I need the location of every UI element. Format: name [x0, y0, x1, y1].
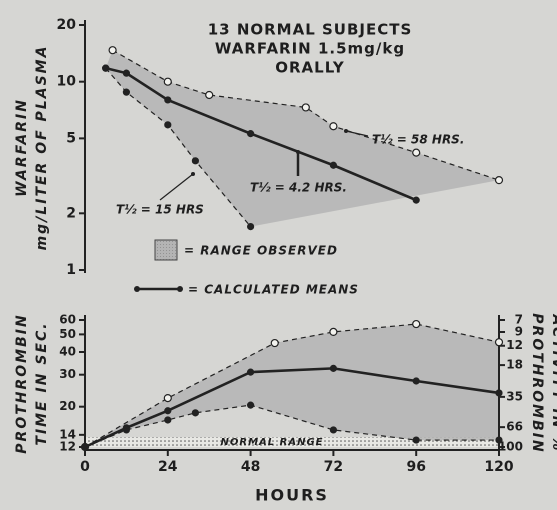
- data-point: [163, 77, 172, 86]
- normal-range-label: NORMAL RANGE: [221, 437, 324, 448]
- y-tick-label: 1: [66, 262, 76, 278]
- data-point: [164, 407, 172, 415]
- data-point: [122, 426, 131, 434]
- data-point: [412, 319, 421, 329]
- data-point: [191, 409, 199, 417]
- y2-axis-label: ACTIVITY IN %: [549, 314, 557, 453]
- chart-title: WARFARIN 1.5mg/kg: [215, 40, 405, 58]
- data-point: [412, 377, 420, 385]
- y-axis-label: mg/LITER OF PLASMA: [34, 45, 50, 251]
- y-tick-label: 20: [59, 399, 76, 413]
- range-area: [85, 324, 499, 447]
- arrow-head: [296, 150, 300, 154]
- data-point: [301, 103, 310, 112]
- chart-title: ORALLY: [275, 59, 345, 77]
- data-point: [191, 157, 199, 165]
- series-line: [84, 323, 500, 448]
- arrow-head: [344, 129, 348, 133]
- y-tick-label: 12: [59, 440, 76, 454]
- y-tick-label: 40: [59, 344, 76, 358]
- y2-tick-label: 12: [506, 338, 523, 352]
- y-tick-label: 5: [66, 130, 76, 146]
- y-tick-label: 30: [59, 367, 76, 381]
- data-point: [247, 401, 255, 409]
- data-point: [205, 90, 214, 100]
- chart-title: 13 NORMAL SUBJECTS: [208, 21, 413, 39]
- y-axis-label: TIME IN SEC.: [34, 321, 50, 445]
- legend-label: = RANGE OBSERVED: [184, 244, 338, 258]
- y2-tick-label: 66: [506, 420, 523, 434]
- data-point: [247, 223, 255, 231]
- y2-tick-label: 100: [498, 440, 523, 454]
- normal-range: [85, 437, 499, 447]
- data-point: [412, 148, 421, 157]
- x-tick-label: 72: [324, 459, 343, 475]
- data-point: [412, 196, 420, 204]
- x-tick-label: 120: [484, 459, 513, 475]
- legend-swatch: [154, 239, 178, 261]
- data-point: [495, 436, 503, 444]
- y-axis-label: WARFARIN: [14, 98, 30, 197]
- data-point: [412, 436, 420, 444]
- data-point: [495, 389, 503, 397]
- data-point: [163, 394, 172, 403]
- legend-dot: [134, 286, 140, 292]
- data-point: [329, 122, 338, 131]
- data-point: [329, 161, 337, 169]
- y-tick-label: 50: [59, 327, 76, 341]
- data-point: [164, 121, 172, 129]
- range-area: [105, 50, 499, 227]
- data-point: [81, 443, 89, 451]
- x-tick-label: 24: [158, 459, 178, 475]
- annotation: T½ = 4.2 HRS.: [250, 181, 347, 195]
- legend-dot: [177, 286, 183, 292]
- data-point: [247, 130, 255, 138]
- y2-tick-label: 35: [506, 389, 523, 403]
- data-point: [270, 338, 279, 348]
- x-axis-label: HOURS: [255, 486, 329, 505]
- y-axis-label: PROTHROMBIN: [14, 313, 30, 453]
- y-tick-label: 60: [59, 313, 76, 327]
- x-tick-label: 0: [80, 459, 90, 475]
- legend-label: = CALCULATED MEANS: [188, 283, 359, 297]
- arrow-head: [191, 172, 195, 176]
- data-point: [247, 368, 255, 376]
- data-point: [329, 426, 337, 434]
- x-tick-label: 96: [406, 459, 425, 475]
- y2-tick-label: 18: [506, 358, 523, 372]
- y2-tick-label: 7: [515, 313, 523, 327]
- data-point: [122, 88, 131, 96]
- data-point: [164, 96, 172, 104]
- data-point: [494, 338, 504, 347]
- annotation-arrow: [159, 173, 194, 201]
- y2-tick-label: 9: [515, 325, 523, 339]
- data-point: [494, 176, 504, 185]
- y-tick-label: 14: [59, 427, 76, 441]
- data-point: [122, 69, 131, 77]
- data-point: [329, 327, 338, 337]
- series-line: [84, 404, 499, 448]
- y2-axis-label: PROTHROMBIN: [529, 313, 545, 453]
- data-point: [102, 64, 110, 72]
- annotation: T½ = 58 HRS.: [372, 133, 464, 147]
- annotation: T½ = 15 HRS: [116, 203, 204, 217]
- y-tick-label: 20: [57, 17, 77, 33]
- x-tick-label: 48: [241, 459, 260, 475]
- data-point: [164, 416, 172, 424]
- y-tick-label: 2: [66, 205, 76, 221]
- data-point: [108, 46, 117, 55]
- y-tick-label: 10: [57, 74, 77, 90]
- data-point: [329, 364, 337, 372]
- annotation-arrow: [345, 130, 369, 137]
